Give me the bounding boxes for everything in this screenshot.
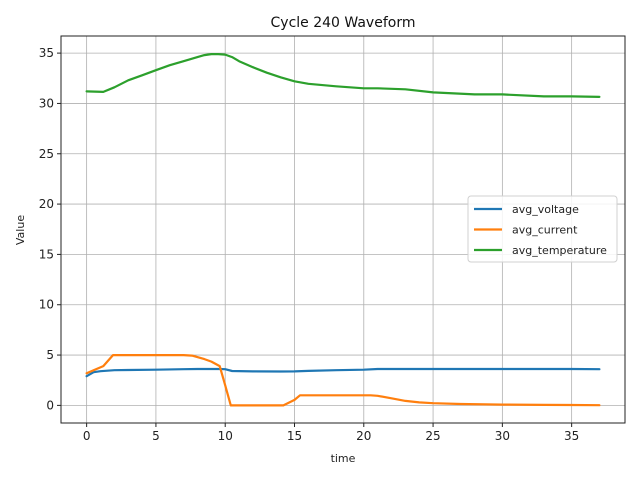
series-line-avg-temperature [85, 52, 601, 99]
plot-frame [60, 35, 626, 424]
x-tick-label: 25 [425, 429, 440, 443]
x-tick-label: 35 [564, 429, 579, 443]
y-tick-label: 25 [39, 147, 54, 161]
y-tick-label: 5 [46, 348, 54, 362]
legend-entry: avg_current [512, 224, 578, 237]
x-axis-label: time [331, 452, 356, 465]
x-tick-label: 15 [287, 429, 302, 443]
legend-box [467, 195, 618, 263]
y-axis-label: Value [14, 215, 27, 245]
x-axis-ticks: 0 5 10 15 20 25 30 35 [83, 423, 579, 443]
series-line-avg-voltage [85, 367, 601, 378]
series-line-avg-current [85, 354, 601, 407]
y-tick-label: 20 [39, 197, 54, 211]
x-tick-label: 0 [83, 429, 91, 443]
y-tick-label: 0 [46, 398, 54, 412]
legend-entry: avg_temperature [512, 244, 607, 257]
series-lines [85, 52, 601, 407]
legend: avg_voltage avg_current avg_temperature [467, 195, 618, 263]
y-tick-label: 35 [39, 46, 54, 60]
legend-entry: avg_voltage [512, 203, 579, 216]
x-tick-label: 10 [218, 429, 233, 443]
y-axis-ticks: 0 5 10 15 20 25 30 35 [39, 46, 61, 412]
x-tick-label: 20 [356, 429, 371, 443]
chart-title: Cycle 240 Waveform [271, 15, 416, 31]
x-tick-label: 5 [152, 429, 160, 443]
y-tick-label: 30 [39, 96, 54, 110]
y-tick-label: 10 [39, 298, 54, 312]
y-tick-label: 15 [39, 247, 54, 261]
x-tick-label: 30 [495, 429, 510, 443]
